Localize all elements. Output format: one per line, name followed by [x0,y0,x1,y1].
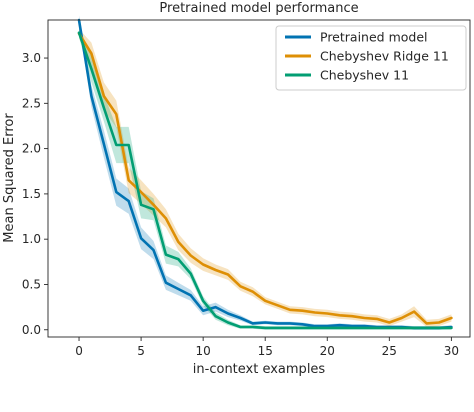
series-lines [77,18,453,330]
y-tick-label: 0.5 [22,277,41,291]
x-tick-label: 10 [196,344,211,358]
x-axis-label: in-context examples [193,362,326,377]
x-axis: 0 5 10 15 20 25 30 [75,337,459,358]
x-tick-label: 20 [320,344,335,358]
legend-box [275,25,467,91]
y-tick-label: 2.5 [22,96,41,110]
chart-title: Pretrained model performance [159,1,358,16]
legend-label-3: Chebyshev 11 [320,68,409,83]
legend: Pretrained model Chebyshev Ridge 11 Chebys… [275,25,467,91]
y-axis: 0.0 0.5 1.0 1.5 2.0 2.5 3.0 [22,51,48,337]
y-tick-label: 1.0 [22,232,41,246]
y-tick-label: 0.0 [22,323,41,337]
y-axis-label: Mean Squared Error [2,113,17,243]
line-series-2 [77,32,453,325]
band-series-3 [79,28,452,330]
x-tick-label: 0 [75,344,83,358]
legend-label-1: Pretrained model [320,30,428,45]
x-tick-label: 15 [258,344,273,358]
plot-frame [47,19,471,338]
x-tick-label: 30 [444,344,459,358]
y-tick-label: 2.0 [22,142,41,156]
confidence-bands [79,15,452,330]
x-tick-label: 5 [137,344,145,358]
line-series-3 [77,31,453,330]
x-tick-label: 25 [382,344,397,358]
y-tick-label: 3.0 [22,51,41,65]
y-tick-label: 1.5 [22,187,41,201]
legend-label-2: Chebyshev Ridge 11 [320,49,449,64]
